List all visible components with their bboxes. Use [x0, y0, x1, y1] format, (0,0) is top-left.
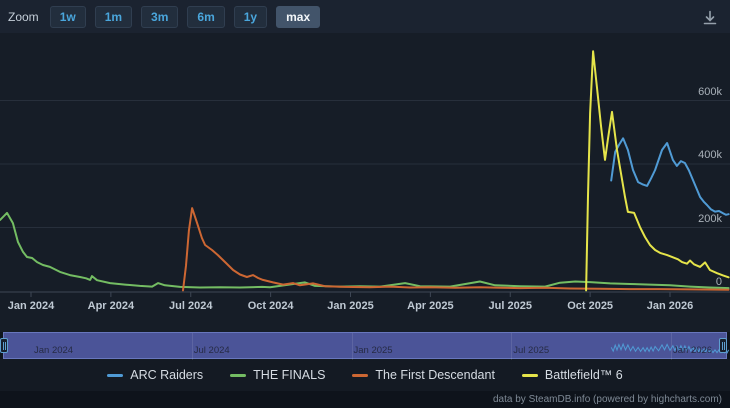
x-axis-label: Jan 2026	[646, 300, 694, 312]
legend-label: The First Descendant	[375, 368, 495, 382]
y-axis-label: 200k	[698, 212, 722, 225]
zoom-button-1y[interactable]: 1y	[233, 6, 268, 28]
zoom-toolbar: Zoom 1w 1m 3m 6m 1y max	[8, 6, 321, 28]
y-axis-label: 600k	[698, 85, 722, 98]
legend-label: THE FINALS	[253, 368, 326, 382]
zoom-button-3m[interactable]: 3m	[141, 6, 179, 28]
legend-item-the-first-descendant[interactable]: The First Descendant	[352, 368, 495, 382]
navigator-gridline	[191, 333, 193, 360]
zoom-label: Zoom	[8, 10, 39, 24]
navigator-label: Jan 2026	[673, 345, 713, 356]
legend-item-battlefield-6[interactable]: Battlefield™ 6	[521, 368, 623, 382]
legend-item-the-finals[interactable]: THE FINALS	[230, 368, 325, 382]
legend-line-icon	[352, 373, 369, 377]
navigator-label: Jul 2025	[513, 345, 550, 356]
x-axis-label: Jan 2025	[327, 300, 374, 312]
navigator-gridline	[511, 333, 513, 360]
navigator-label: Jul 2024	[193, 345, 230, 356]
chart-credit[interactable]: data by SteamDB.info (powered by highcha…	[493, 394, 722, 405]
x-axis-label: Oct 2024	[247, 300, 294, 312]
legend-item-arc-raiders[interactable]: ARC Raiders	[107, 368, 203, 382]
legend-label: Battlefield™ 6	[544, 368, 623, 382]
y-axis-label: 0	[715, 276, 722, 288]
x-axis-label: Jan 2024	[7, 300, 55, 312]
navigator	[0, 332, 730, 360]
zoom-button-6m[interactable]: 6m	[187, 6, 225, 28]
legend-line-icon	[230, 373, 247, 377]
chart-legend: ARC Raiders THE FINALS The First Descendan…	[0, 368, 730, 382]
legend-line-icon	[107, 373, 124, 377]
legend-line-icon	[521, 373, 538, 377]
download-icon	[703, 10, 717, 25]
legend-label: ARC Raiders	[130, 368, 204, 382]
footer-bar: data by SteamDB.info (powered by highcha…	[0, 391, 730, 408]
navigator-label: Jan 2025	[353, 345, 393, 356]
x-axis-label: Jul 2024	[169, 300, 213, 312]
zoom-button-1w[interactable]: 1w	[49, 6, 86, 28]
download-button[interactable]	[699, 7, 721, 29]
navigator-left-handle[interactable]	[0, 338, 8, 353]
x-axis-label: Apr 2025	[407, 300, 454, 312]
navigator-gridline	[351, 333, 353, 360]
navigator-right-handle[interactable]	[719, 338, 727, 353]
y-axis-label: 400k	[698, 149, 722, 161]
zoom-button-1m[interactable]: 1m	[94, 6, 133, 28]
x-axis-label: Jul 2025	[488, 300, 532, 312]
zoom-button-max[interactable]: max	[276, 6, 321, 28]
x-axis-label: Oct 2025	[567, 300, 614, 312]
navigator-label: Jan 2024	[34, 345, 74, 356]
navigator-gridline	[671, 333, 672, 360]
navigator-selected-range[interactable]	[3, 332, 727, 360]
x-axis-label: Apr 2024	[87, 300, 135, 312]
